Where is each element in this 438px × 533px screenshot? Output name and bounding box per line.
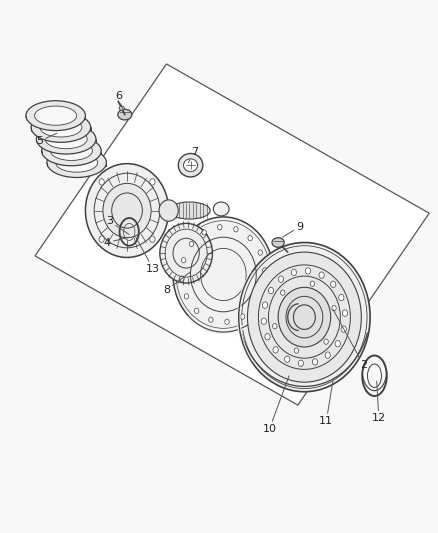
Circle shape bbox=[261, 318, 266, 325]
Circle shape bbox=[325, 352, 330, 358]
Circle shape bbox=[343, 310, 348, 316]
Ellipse shape bbox=[31, 112, 91, 142]
Text: 11: 11 bbox=[319, 381, 333, 426]
Circle shape bbox=[180, 276, 184, 281]
Circle shape bbox=[258, 250, 262, 255]
Circle shape bbox=[339, 294, 344, 301]
Polygon shape bbox=[35, 64, 429, 405]
Ellipse shape bbox=[56, 153, 98, 172]
Circle shape bbox=[194, 308, 199, 313]
Circle shape bbox=[312, 359, 318, 365]
Circle shape bbox=[263, 268, 267, 273]
Ellipse shape bbox=[36, 124, 96, 154]
Ellipse shape bbox=[178, 154, 203, 177]
Ellipse shape bbox=[272, 238, 284, 247]
Circle shape bbox=[261, 286, 265, 292]
Circle shape bbox=[150, 236, 155, 243]
Circle shape bbox=[305, 268, 311, 274]
Ellipse shape bbox=[85, 164, 169, 257]
Circle shape bbox=[240, 314, 245, 319]
Circle shape bbox=[281, 290, 285, 295]
Circle shape bbox=[298, 360, 304, 367]
Ellipse shape bbox=[159, 200, 178, 221]
Circle shape bbox=[99, 179, 104, 185]
Circle shape bbox=[218, 224, 222, 230]
Ellipse shape bbox=[239, 243, 370, 392]
Circle shape bbox=[150, 179, 155, 185]
Circle shape bbox=[310, 281, 314, 286]
Text: 12: 12 bbox=[372, 381, 386, 423]
Ellipse shape bbox=[118, 109, 132, 120]
Text: 10: 10 bbox=[262, 376, 289, 434]
Circle shape bbox=[331, 281, 336, 287]
Circle shape bbox=[335, 341, 340, 347]
Circle shape bbox=[291, 269, 297, 276]
Circle shape bbox=[202, 230, 206, 235]
Circle shape bbox=[324, 339, 328, 344]
Text: 2: 2 bbox=[333, 309, 367, 370]
Circle shape bbox=[265, 334, 270, 340]
Ellipse shape bbox=[247, 252, 361, 382]
Ellipse shape bbox=[213, 202, 229, 216]
Ellipse shape bbox=[184, 159, 198, 172]
Ellipse shape bbox=[47, 148, 106, 177]
Circle shape bbox=[319, 272, 324, 278]
Ellipse shape bbox=[35, 106, 77, 125]
Text: 3: 3 bbox=[106, 216, 129, 235]
Circle shape bbox=[262, 302, 268, 308]
Text: 9: 9 bbox=[283, 222, 304, 237]
Circle shape bbox=[272, 324, 277, 329]
Circle shape bbox=[273, 347, 278, 353]
Ellipse shape bbox=[50, 141, 92, 160]
Circle shape bbox=[279, 276, 284, 282]
Text: 5: 5 bbox=[36, 133, 57, 146]
Circle shape bbox=[341, 326, 346, 333]
Ellipse shape bbox=[278, 287, 331, 347]
Ellipse shape bbox=[26, 101, 85, 131]
Ellipse shape bbox=[173, 217, 274, 332]
Circle shape bbox=[99, 236, 104, 243]
Circle shape bbox=[248, 236, 252, 241]
Ellipse shape bbox=[169, 202, 210, 219]
Ellipse shape bbox=[103, 183, 151, 238]
Circle shape bbox=[253, 302, 258, 308]
Circle shape bbox=[294, 348, 299, 353]
Text: 6: 6 bbox=[115, 91, 123, 109]
Ellipse shape bbox=[45, 130, 87, 149]
Text: 7: 7 bbox=[188, 147, 198, 163]
Ellipse shape bbox=[40, 118, 82, 137]
Text: 4: 4 bbox=[104, 237, 129, 247]
Ellipse shape bbox=[160, 223, 212, 283]
Circle shape bbox=[181, 257, 186, 263]
Circle shape bbox=[208, 317, 213, 322]
Ellipse shape bbox=[119, 106, 124, 110]
Circle shape bbox=[332, 305, 336, 311]
Circle shape bbox=[184, 294, 189, 299]
Circle shape bbox=[225, 319, 229, 325]
Circle shape bbox=[268, 287, 274, 294]
Text: 13: 13 bbox=[136, 237, 160, 274]
Text: 8: 8 bbox=[163, 272, 191, 295]
Circle shape bbox=[234, 227, 238, 232]
Circle shape bbox=[285, 356, 290, 362]
Circle shape bbox=[189, 241, 194, 247]
Ellipse shape bbox=[42, 136, 101, 166]
